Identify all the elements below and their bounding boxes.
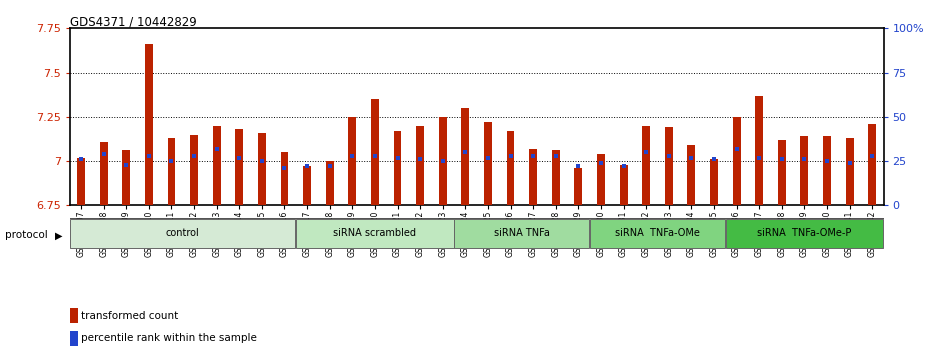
Bar	[823, 136, 830, 205]
Text: siRNA  TNFa-OMe: siRNA TNFa-OMe	[615, 228, 700, 238]
Bar	[393, 131, 402, 205]
Bar	[687, 145, 696, 205]
Bar	[100, 142, 108, 205]
Bar	[123, 150, 130, 205]
Bar	[845, 138, 854, 205]
Bar	[258, 133, 266, 205]
Bar	[326, 161, 334, 205]
Bar	[484, 122, 492, 205]
Bar	[235, 129, 244, 205]
FancyBboxPatch shape	[725, 219, 883, 248]
Text: transformed count: transformed count	[81, 311, 179, 321]
Bar	[145, 44, 153, 205]
Bar	[439, 117, 446, 205]
Bar	[529, 149, 538, 205]
Bar	[643, 126, 650, 205]
Text: siRNA scrambled: siRNA scrambled	[334, 228, 417, 238]
Bar	[777, 140, 786, 205]
Text: percentile rank within the sample: percentile rank within the sample	[81, 333, 258, 343]
Bar	[281, 152, 288, 205]
Bar	[733, 117, 740, 205]
Bar	[167, 138, 176, 205]
Bar	[755, 96, 764, 205]
Text: GDS4371 / 10442829: GDS4371 / 10442829	[70, 16, 196, 29]
Text: control: control	[166, 228, 200, 238]
Bar	[349, 117, 356, 205]
FancyBboxPatch shape	[70, 219, 296, 248]
FancyBboxPatch shape	[591, 219, 724, 248]
Bar	[416, 126, 424, 205]
Bar	[597, 154, 605, 205]
Text: protocol: protocol	[5, 230, 47, 240]
Bar	[77, 158, 85, 205]
Bar	[303, 166, 311, 205]
Bar	[869, 124, 876, 205]
Bar	[665, 127, 672, 205]
Text: siRNA  TNFa-OMe-P: siRNA TNFa-OMe-P	[757, 228, 852, 238]
Bar	[371, 99, 379, 205]
Bar	[190, 135, 198, 205]
Bar	[213, 126, 220, 205]
Text: ▶: ▶	[55, 230, 62, 240]
Bar	[801, 136, 808, 205]
Bar	[70, 331, 78, 346]
Bar	[70, 308, 78, 323]
Bar	[507, 131, 514, 205]
Bar	[461, 108, 470, 205]
Bar	[575, 168, 582, 205]
FancyBboxPatch shape	[455, 219, 590, 248]
Bar	[710, 159, 718, 205]
Bar	[551, 150, 560, 205]
Text: siRNA TNFa: siRNA TNFa	[494, 228, 550, 238]
FancyBboxPatch shape	[297, 219, 454, 248]
Bar	[619, 165, 628, 205]
